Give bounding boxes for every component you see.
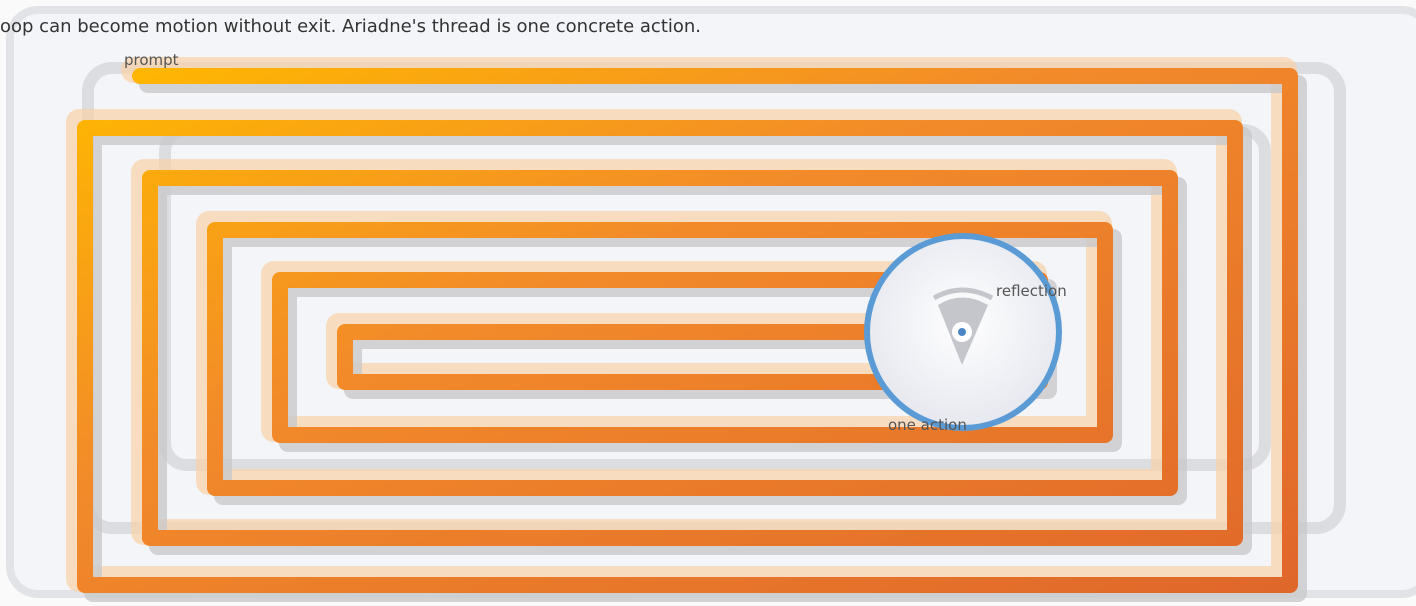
start-label: prompt (124, 51, 179, 69)
exit-label: one action (888, 416, 967, 434)
diagram: oop can become motion without exit. Aria… (0, 0, 1416, 606)
eye-pupil (958, 328, 966, 336)
caption: oop can become motion without exit. Aria… (0, 16, 701, 37)
center-label: reflection (996, 282, 1067, 300)
page: oop can become motion without exit. Aria… (0, 0, 1416, 606)
